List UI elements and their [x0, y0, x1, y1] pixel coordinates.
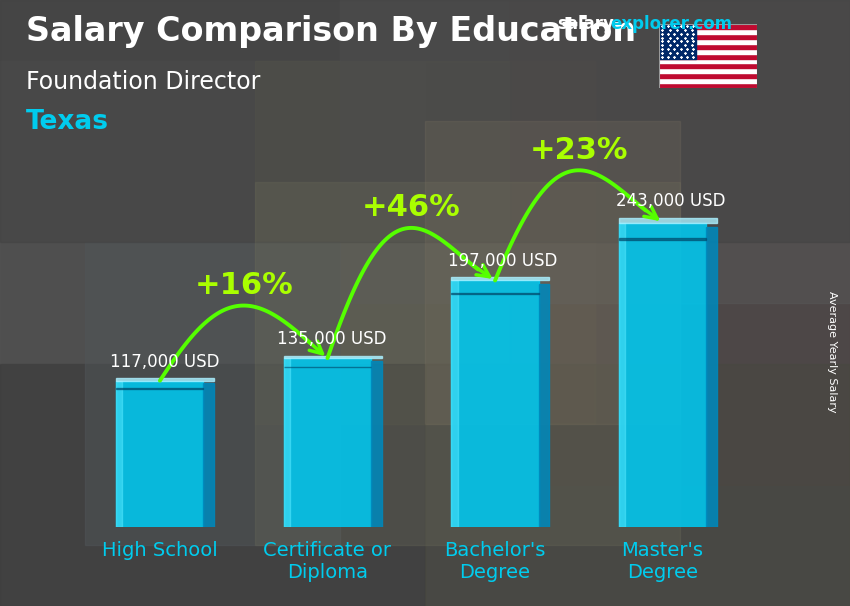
Text: Average Yearly Salary: Average Yearly Salary	[827, 291, 837, 412]
Bar	[659, 53, 756, 59]
Bar	[255, 61, 595, 424]
Text: salary: salary	[557, 15, 614, 33]
Bar	[425, 364, 850, 606]
Bar	[451, 281, 539, 527]
Bar	[0, 61, 425, 364]
Bar	[539, 284, 549, 527]
Bar	[659, 68, 756, 73]
Bar	[659, 44, 756, 48]
Bar	[619, 238, 706, 239]
Bar	[0, 0, 850, 242]
Bar	[619, 223, 625, 527]
Bar	[619, 223, 706, 527]
Bar	[203, 383, 214, 527]
Bar	[659, 83, 756, 88]
Bar	[451, 277, 549, 281]
Bar	[116, 381, 203, 527]
Bar	[659, 59, 756, 64]
Bar	[619, 218, 717, 223]
Text: Salary Comparison By Education: Salary Comparison By Education	[26, 15, 636, 48]
Bar	[510, 0, 850, 485]
Text: +23%: +23%	[530, 136, 628, 165]
Text: Foundation Director: Foundation Director	[26, 70, 260, 94]
Bar	[659, 73, 756, 78]
Text: explorer: explorer	[610, 15, 689, 33]
Bar	[284, 356, 382, 358]
Bar	[284, 358, 371, 527]
Bar	[659, 78, 756, 83]
Bar	[659, 24, 756, 29]
Bar	[116, 381, 122, 527]
Bar	[659, 24, 696, 59]
Bar	[659, 39, 756, 44]
Bar	[0, 364, 425, 606]
Bar	[85, 242, 340, 545]
Bar	[451, 281, 457, 527]
Text: +16%: +16%	[195, 271, 293, 300]
Bar	[255, 182, 680, 545]
Bar	[340, 0, 850, 303]
Text: 243,000 USD: 243,000 USD	[615, 192, 725, 210]
Bar	[659, 64, 756, 68]
Bar	[659, 29, 756, 34]
Text: 117,000 USD: 117,000 USD	[110, 353, 219, 371]
Bar	[659, 48, 756, 53]
Bar	[284, 358, 290, 527]
Text: Texas: Texas	[26, 109, 109, 135]
Text: +46%: +46%	[362, 193, 461, 222]
Bar	[116, 379, 214, 381]
Bar	[425, 121, 680, 424]
Bar	[706, 227, 717, 527]
Bar	[371, 361, 382, 527]
Text: 197,000 USD: 197,000 USD	[448, 253, 558, 270]
Text: .com: .com	[687, 15, 732, 33]
Text: 135,000 USD: 135,000 USD	[277, 330, 387, 348]
Bar	[659, 34, 756, 39]
Bar	[451, 293, 539, 294]
